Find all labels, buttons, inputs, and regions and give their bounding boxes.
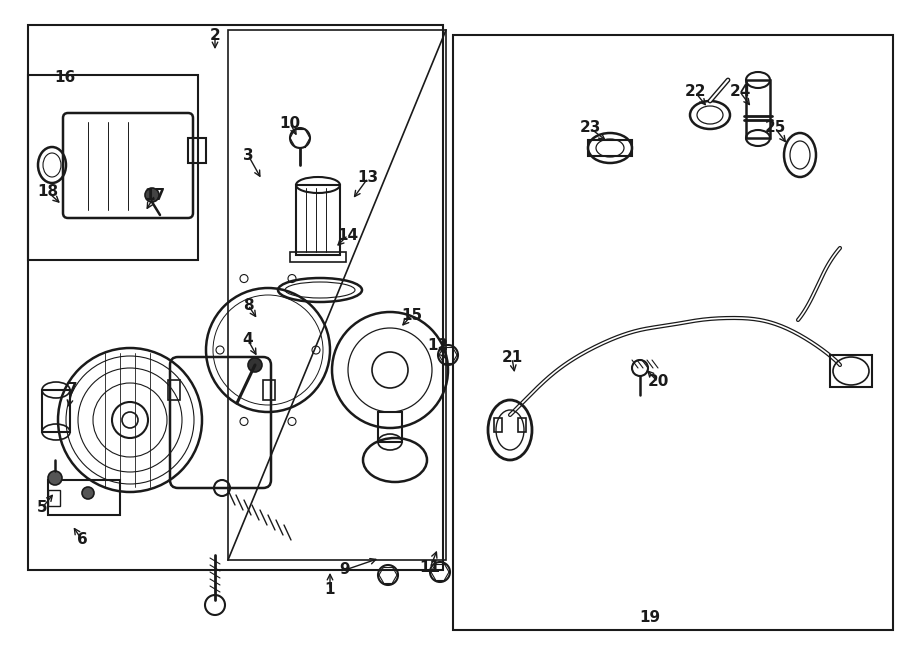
Text: 13: 13	[357, 171, 379, 185]
Circle shape	[82, 487, 94, 499]
Text: 14: 14	[338, 228, 358, 242]
Circle shape	[145, 188, 159, 202]
Text: 2: 2	[210, 28, 220, 42]
Bar	[168, 380, 180, 400]
Bar	[588, 140, 632, 156]
Text: 3: 3	[243, 148, 253, 162]
Bar	[494, 418, 502, 432]
Bar	[296, 185, 340, 255]
Text: 22: 22	[684, 85, 706, 99]
Text: 18: 18	[38, 185, 58, 199]
Text: 21: 21	[501, 350, 523, 365]
Text: 25: 25	[764, 120, 786, 136]
Bar	[453, 35, 893, 630]
Text: 16: 16	[54, 70, 76, 85]
Text: 7: 7	[67, 383, 77, 397]
Text: 23: 23	[580, 120, 600, 136]
Bar	[830, 355, 872, 387]
Bar	[28, 25, 443, 570]
Bar	[188, 138, 206, 163]
Bar	[378, 412, 402, 442]
Bar	[518, 418, 526, 432]
Text: 1: 1	[325, 583, 335, 598]
Text: 10: 10	[279, 115, 301, 130]
Text: 20: 20	[647, 375, 669, 389]
Circle shape	[248, 358, 262, 372]
Text: 8: 8	[243, 297, 253, 312]
Text: 6: 6	[76, 532, 87, 547]
Text: 24: 24	[729, 85, 751, 99]
Circle shape	[48, 471, 62, 485]
Text: 5: 5	[37, 500, 48, 516]
Text: 15: 15	[401, 308, 423, 322]
Text: 17: 17	[144, 187, 166, 203]
Text: 11: 11	[419, 561, 440, 575]
Bar	[746, 80, 770, 138]
Bar	[42, 390, 70, 432]
Bar	[28, 75, 198, 260]
Bar	[48, 480, 120, 515]
Bar	[228, 30, 446, 560]
Bar	[48, 490, 60, 506]
Bar	[290, 252, 346, 262]
Text: 9: 9	[339, 563, 350, 577]
Text: 4: 4	[243, 332, 253, 348]
Bar	[263, 380, 275, 400]
Text: 19: 19	[639, 610, 661, 626]
Text: 12: 12	[428, 338, 448, 352]
